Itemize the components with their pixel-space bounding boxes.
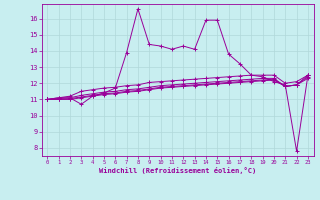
X-axis label: Windchill (Refroidissement éolien,°C): Windchill (Refroidissement éolien,°C) (99, 167, 256, 174)
